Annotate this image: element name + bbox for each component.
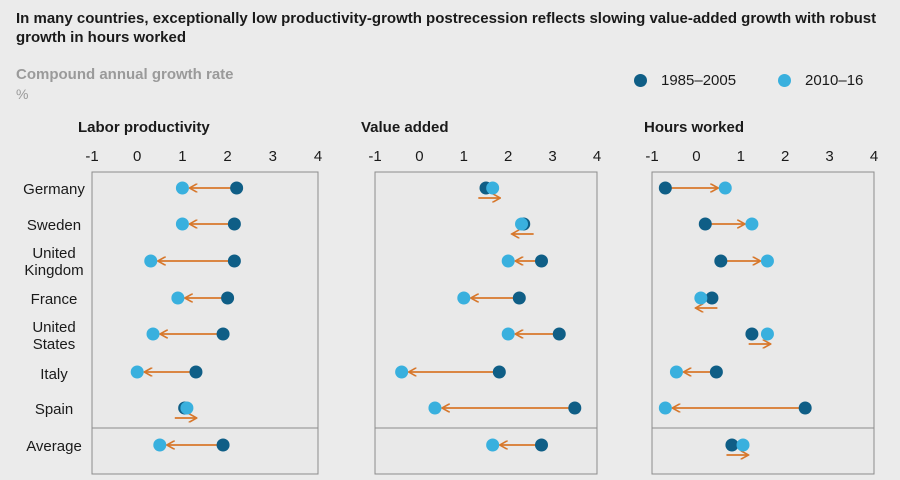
dot-2010-16-value-added-italy (395, 365, 409, 379)
dot-2010-16-value-added-germany (486, 181, 500, 195)
legend-item-period-a: 1985–2005 (634, 72, 736, 89)
dot-1985-2005-value-added-spain (568, 401, 582, 415)
unit-label: % (16, 86, 29, 102)
dot-2010-16-value-added-france (457, 291, 471, 305)
panel-title-hours-worked: Hours worked (644, 119, 744, 136)
category-label-average: Average (26, 438, 82, 455)
dot-1985-2005-labor-productivity-united-kingdom (227, 254, 241, 268)
panel-title-labor-productivity: Labor productivity (78, 119, 210, 136)
panel-title-value-added: Value added (361, 119, 449, 136)
dot-2010-16-labor-productivity-spain (180, 401, 194, 415)
dot-2010-16-hours-worked-sweden (745, 217, 759, 231)
panel-frame-hours-worked (651, 171, 875, 475)
dot-1985-2005-value-added-italy (492, 365, 506, 379)
category-label-united-states-line-1: United (32, 319, 75, 336)
tick-label-value-added-1: 1 (460, 148, 468, 165)
dot-2010-16-value-added-united-states (501, 327, 515, 341)
dot-2010-16-labor-productivity-france (171, 291, 185, 305)
dot-1985-2005-labor-productivity-sweden (227, 217, 241, 231)
tick-label-hours-worked-4: 4 (870, 148, 878, 165)
dot-1985-2005-hours-worked-germany (658, 181, 672, 195)
dot-1985-2005-hours-worked-spain (798, 401, 812, 415)
category-label-france: France (31, 291, 78, 308)
dot-1985-2005-value-added-france (512, 291, 526, 305)
dot-1985-2005-hours-worked-france (705, 291, 719, 305)
legend-label-period-a: 1985–2005 (661, 72, 737, 89)
dot-1985-2005-hours-worked-united-kingdom (714, 254, 728, 268)
dot-2010-16-hours-worked-spain (658, 401, 672, 415)
dot-2010-16-value-added-spain (428, 401, 442, 415)
dot-2010-16-value-added-sweden (515, 217, 529, 231)
tick-label-hours-worked-2: 2 (781, 148, 789, 165)
legend-dot-period-a (634, 74, 647, 87)
tick-label-labor-productivity-2: 2 (223, 148, 231, 165)
category-label-germany: Germany (23, 181, 85, 198)
dot-1985-2005-value-added-united-states (552, 327, 566, 341)
dot-2010-16-value-added-average (486, 438, 500, 452)
category-label-spain: Spain (35, 401, 73, 418)
dot-2010-16-hours-worked-france (694, 291, 708, 305)
tick-label-value-added-neg1: -1 (368, 148, 381, 165)
dot-2010-16-labor-productivity-united-kingdom (144, 254, 158, 268)
tick-label-labor-productivity-3: 3 (269, 148, 277, 165)
dot-2010-16-hours-worked-germany (718, 181, 732, 195)
dot-2010-16-labor-productivity-germany (175, 181, 189, 195)
legend-dot-period-b (778, 74, 791, 87)
dot-2010-16-hours-worked-italy (669, 365, 683, 379)
tick-label-hours-worked-3: 3 (825, 148, 833, 165)
legend-label-period-b: 2010–16 (805, 72, 864, 89)
category-label-italy: Italy (40, 366, 68, 383)
legend-item-period-b: 2010–16 (778, 72, 863, 89)
tick-label-hours-worked-1: 1 (737, 148, 745, 165)
chart-subtitle: Compound annual growth rate (16, 66, 234, 83)
tick-label-hours-worked-neg1: -1 (645, 148, 658, 165)
category-label-united-kingdom-line-2: Kingdom (24, 262, 83, 279)
dot-2010-16-labor-productivity-italy (130, 365, 144, 379)
tick-label-labor-productivity-1: 1 (178, 148, 186, 165)
tick-label-value-added-2: 2 (504, 148, 512, 165)
tick-label-value-added-0: 0 (415, 148, 423, 165)
dot-1985-2005-labor-productivity-united-states (216, 327, 230, 341)
dot-1985-2005-value-added-average (535, 438, 548, 452)
tick-label-value-added-3: 3 (548, 148, 556, 165)
category-label-united-kingdom-line-1: United (32, 245, 75, 262)
dot-1985-2005-labor-productivity-italy (189, 365, 203, 379)
tick-label-labor-productivity-neg1: -1 (85, 148, 98, 165)
dot-2010-16-hours-worked-average (736, 438, 750, 452)
dot-2010-16-labor-productivity-average (153, 438, 167, 452)
dot-2010-16-value-added-united-kingdom (501, 254, 515, 268)
category-label-sweden: Sweden (27, 217, 81, 234)
dot-2010-16-hours-worked-united-kingdom (760, 254, 774, 268)
dot-1985-2005-labor-productivity-france (221, 291, 235, 305)
tick-label-labor-productivity-4: 4 (314, 148, 322, 165)
tick-label-value-added-4: 4 (593, 148, 601, 165)
dot-1985-2005-labor-productivity-average (216, 438, 230, 452)
tick-label-hours-worked-0: 0 (692, 148, 700, 165)
panel-frame-labor-productivity (91, 171, 319, 475)
dot-2010-16-labor-productivity-sweden (175, 217, 189, 231)
dot-2010-16-labor-productivity-united-states (146, 327, 160, 341)
category-label-united-states-line-2: States (33, 336, 76, 353)
dot-2010-16-hours-worked-united-states (760, 327, 774, 341)
chart-title: In many countries, exceptionally low pro… (16, 10, 877, 46)
dot-1985-2005-hours-worked-italy (709, 365, 723, 379)
dot-1985-2005-hours-worked-average (725, 438, 739, 452)
tick-label-labor-productivity-0: 0 (133, 148, 141, 165)
dot-1985-2005-hours-worked-united-states (745, 327, 759, 341)
panel-frame-value-added (374, 171, 598, 475)
dot-1985-2005-labor-productivity-germany (230, 181, 244, 195)
dot-1985-2005-value-added-united-kingdom (535, 254, 548, 268)
dot-1985-2005-hours-worked-sweden (698, 217, 712, 231)
